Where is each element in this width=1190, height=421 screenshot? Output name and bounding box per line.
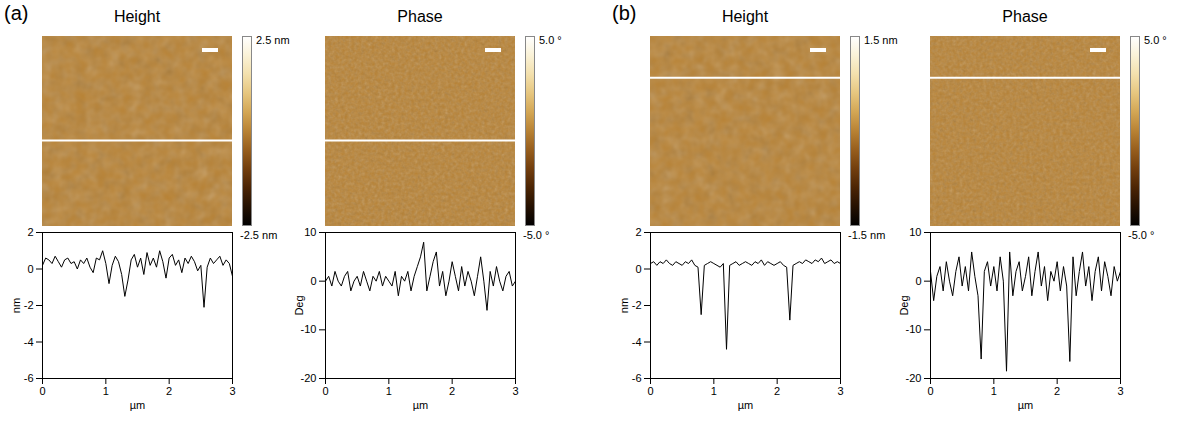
svg-text:10: 10 (909, 226, 921, 238)
svg-text:Deg: Deg (293, 295, 305, 315)
svg-text:1: 1 (103, 385, 109, 397)
svg-text:µm: µm (1018, 399, 1034, 411)
svg-text:0: 0 (635, 263, 641, 275)
svg-text:1: 1 (386, 385, 392, 397)
svg-text:-20: -20 (906, 372, 922, 384)
svg-text:0: 0 (322, 385, 328, 397)
svg-text:2: 2 (774, 385, 780, 397)
svg-text:µm: µm (130, 399, 146, 411)
svg-text:3: 3 (837, 385, 843, 397)
svg-text:nm: nm (618, 298, 630, 313)
svg-text:Deg: Deg (898, 295, 910, 315)
svg-text:-10: -10 (906, 323, 922, 335)
svg-text:0: 0 (647, 385, 653, 397)
svg-text:-2: -2 (24, 299, 34, 311)
svg-text:0: 0 (39, 385, 45, 397)
svg-text:µm: µm (413, 399, 429, 411)
svg-text:1: 1 (711, 385, 717, 397)
html-text:-5.0 °: -5.0 ° (1128, 229, 1155, 241)
svg-text:0: 0 (310, 275, 316, 287)
svg-text:2: 2 (449, 385, 455, 397)
svg-text:-2: -2 (632, 299, 642, 311)
svg-text:2: 2 (27, 226, 33, 238)
html-text:Phase: Phase (1002, 8, 1048, 25)
svg-text:-10: -10 (301, 323, 317, 335)
svg-text:0: 0 (927, 385, 933, 397)
html-text:(b): (b) (612, 2, 637, 24)
svg-text:2: 2 (1054, 385, 1060, 397)
svg-text:2: 2 (166, 385, 172, 397)
html-text:Height: Height (721, 8, 769, 25)
svg-text:0: 0 (915, 275, 921, 287)
svg-text:-20: -20 (301, 372, 317, 384)
svg-text:3: 3 (229, 385, 235, 397)
svg-text:3: 3 (1117, 385, 1123, 397)
svg-text:-6: -6 (24, 372, 34, 384)
html-text:5.0 °: 5.0 ° (1144, 34, 1167, 46)
html-text:5.0 °: 5.0 ° (539, 34, 562, 46)
html-text:-5.0 °: -5.0 ° (523, 229, 550, 241)
html-text:-1.5 nm: -1.5 nm (848, 229, 886, 241)
svg-text:3: 3 (512, 385, 518, 397)
svg-text:nm: nm (10, 298, 22, 313)
svg-text:0: 0 (27, 263, 33, 275)
html-text:2.5 nm: 2.5 nm (256, 34, 290, 46)
svg-text:10: 10 (304, 226, 316, 238)
svg-text:-4: -4 (24, 336, 34, 348)
html-text:Phase: Phase (397, 8, 443, 25)
html-text:Height: Height (113, 8, 161, 25)
svg-text:1: 1 (991, 385, 997, 397)
svg-text:2: 2 (635, 226, 641, 238)
svg-text:µm: µm (738, 399, 754, 411)
svg-text:-6: -6 (632, 372, 642, 384)
html-text:-2.5 nm: -2.5 nm (240, 229, 278, 241)
html-text:1.5 nm: 1.5 nm (864, 34, 898, 46)
html-text:(a): (a) (4, 2, 29, 24)
svg-text:-4: -4 (632, 336, 642, 348)
